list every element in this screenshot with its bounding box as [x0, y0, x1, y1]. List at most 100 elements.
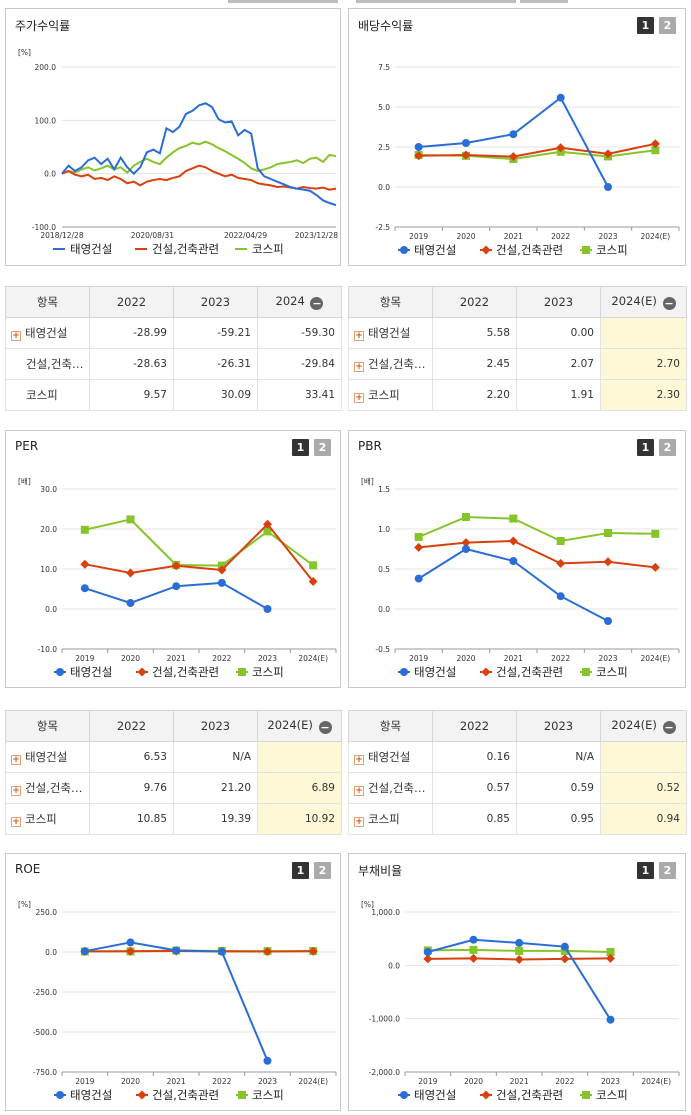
data-point: [126, 938, 135, 947]
stock-return-table: 항목 2022 2023 2024 − + 태영건설 -28.99 -59.21 …: [5, 286, 342, 411]
row-name: 태영건설: [368, 750, 411, 764]
y-tick-label: 0.0: [44, 170, 56, 179]
col-header: 2023: [173, 286, 258, 318]
expand-icon[interactable]: +: [354, 331, 364, 341]
row-name-cell: + 태영건설: [5, 317, 90, 349]
x-tick-label: 2020: [121, 654, 140, 663]
y-tick-label: -750.0: [33, 1068, 57, 1077]
x-tick-label: 2019: [75, 1077, 94, 1086]
x-tick-label: 2021: [167, 654, 186, 663]
series-line: [61, 164, 337, 191]
view-2-button[interactable]: 2: [314, 439, 331, 456]
data-point: [137, 667, 147, 677]
data-point: [414, 533, 423, 541]
axis-unit: [%]: [18, 48, 31, 57]
view-1-button[interactable]: 1: [637, 439, 654, 456]
expand-icon[interactable]: +: [11, 331, 21, 341]
cell: N/A: [516, 741, 601, 773]
view-1-button[interactable]: 1: [637, 17, 654, 34]
y-tick-label: 100.0: [35, 116, 57, 125]
row-name-cell: + 건설,건축…: [348, 772, 433, 804]
expand-icon[interactable]: +: [354, 817, 364, 827]
data-point: [650, 562, 660, 572]
data-point: [560, 942, 569, 951]
x-tick-label: 2022: [212, 654, 231, 663]
expand-icon[interactable]: +: [354, 393, 364, 403]
table-row: + 태영건설 6.53 N/A: [5, 741, 342, 773]
collapse-icon[interactable]: −: [318, 721, 332, 734]
col-header-label: 2024: [275, 294, 305, 308]
data-point: [556, 558, 566, 568]
expand-icon[interactable]: +: [11, 817, 21, 827]
cell: 6.89: [257, 772, 342, 804]
y-tick-label: 20.0: [40, 525, 57, 534]
table-row: + 태영건설 -28.99 -59.21 -59.30: [5, 317, 342, 349]
y-tick-label: -250.0: [33, 988, 57, 997]
cell: 0.85: [432, 803, 517, 835]
data-point: [126, 946, 135, 956]
view-2-button[interactable]: 2: [659, 439, 676, 456]
data-point: [263, 527, 272, 536]
y-tick-label: 200.0: [35, 63, 57, 72]
top-strip-2: [356, 0, 516, 3]
expand-icon[interactable]: +: [354, 755, 364, 765]
cell: 2.70: [600, 348, 687, 380]
data-point: [462, 513, 470, 521]
data-point: [481, 667, 491, 677]
row-name: 건설,건축…: [368, 781, 426, 795]
expand-icon[interactable]: +: [354, 786, 364, 796]
legend-label: 건설,건축관련: [496, 243, 563, 257]
data-point: [80, 525, 89, 534]
view-1-button[interactable]: 1: [292, 862, 309, 879]
view-toggle: 1 2: [637, 17, 676, 34]
x-tick-label: 2023: [258, 654, 277, 663]
cell: 2.20: [432, 379, 517, 411]
col-header-last: 2024(E) −: [257, 710, 342, 742]
table-row: + 코스피 0.85 0.95 0.94: [348, 803, 687, 835]
cell: -59.30: [257, 317, 342, 349]
view-2-button[interactable]: 2: [314, 862, 331, 879]
col-header: 2022: [432, 710, 517, 742]
row-name: 태영건설: [25, 326, 68, 340]
legend-label: 태영건설: [414, 243, 456, 257]
data-point: [414, 542, 424, 552]
legend-label: 건설,건축관련: [496, 1088, 563, 1102]
top-strip-3: [520, 0, 568, 3]
x-tick-label: 2020: [456, 232, 475, 241]
collapse-icon[interactable]: −: [662, 721, 676, 734]
col-header: 2023: [516, 710, 601, 742]
expand-icon[interactable]: +: [11, 755, 21, 765]
expand-icon[interactable]: +: [354, 362, 364, 372]
x-tick-label: 2021: [504, 654, 523, 663]
x-tick-label: 2024(E): [640, 232, 670, 241]
x-tick-label: 2024(E): [641, 1077, 671, 1086]
series-line: [84, 941, 269, 1062]
cell: 30.09: [173, 379, 258, 411]
table-row: 건설,건축… -28.63 -26.31 -29.84: [5, 348, 342, 380]
collapse-icon[interactable]: −: [310, 297, 324, 310]
per-chart: [배] 30.0 20.0 10.0 0.0 -10.0 2019 2020 2021 2022 2…: [18, 477, 337, 679]
table-row: + 코스피 10.85 19.39 10.92: [5, 803, 342, 835]
view-1-button[interactable]: 1: [637, 862, 654, 879]
col-header: 항목: [5, 286, 90, 318]
legend-label: 코스피: [596, 243, 628, 257]
panel-title: 주가수익률: [15, 19, 71, 33]
y-tick-label: -0.5: [375, 645, 390, 654]
data-point: [603, 557, 613, 567]
data-point: [400, 1091, 408, 1099]
view-2-button[interactable]: 2: [659, 17, 676, 34]
row-name: 건설,건축…: [25, 781, 83, 795]
y-tick-label: 2.5: [378, 143, 390, 152]
data-point: [171, 561, 181, 571]
view-2-button[interactable]: 2: [659, 862, 676, 879]
data-point: [263, 947, 272, 957]
row-name: 태영건설: [25, 750, 68, 764]
legend-label: 코스피: [596, 1088, 628, 1102]
cell: [600, 741, 687, 773]
data-point: [263, 605, 272, 613]
data-point: [217, 578, 226, 587]
expand-icon[interactable]: +: [11, 786, 21, 796]
view-1-button[interactable]: 1: [292, 439, 309, 456]
collapse-icon[interactable]: −: [662, 297, 676, 310]
